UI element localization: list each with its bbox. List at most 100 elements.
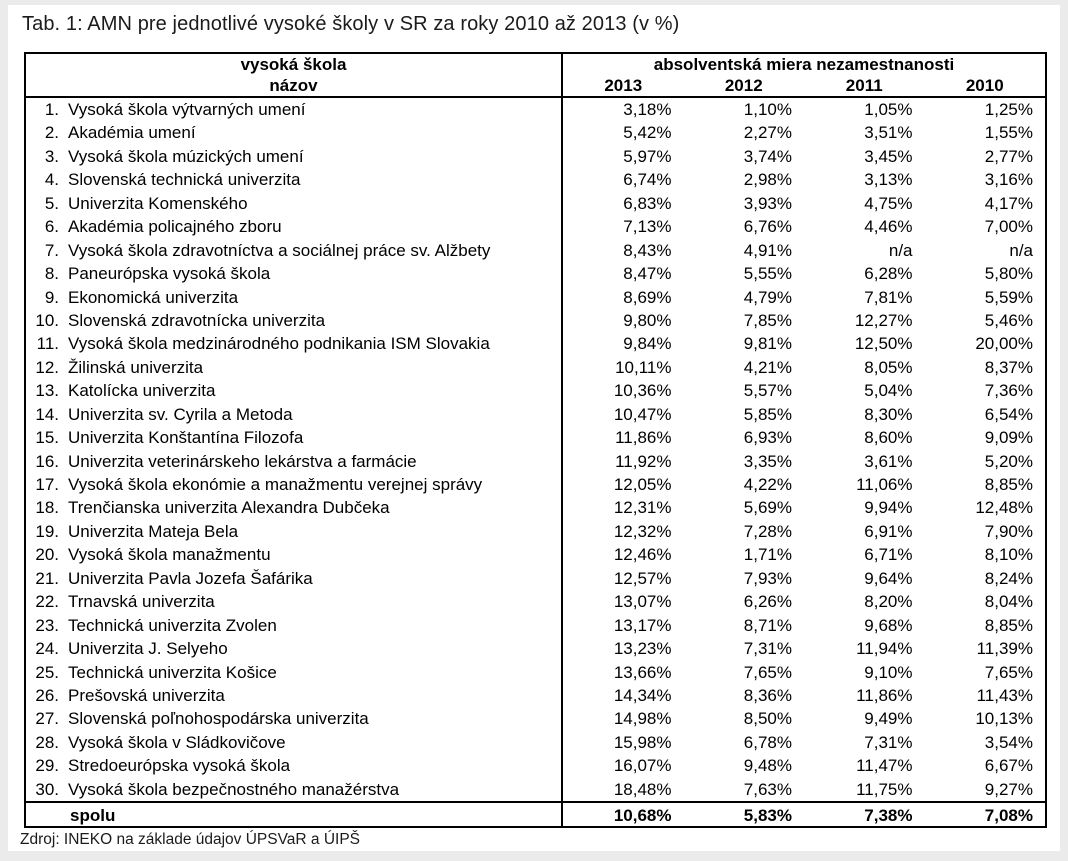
- value-cells: 8,69% 4,79% 7,81% 5,59%: [561, 285, 1045, 309]
- rate-value: 5,69%: [743, 498, 792, 518]
- rate-value: 9,68%: [864, 615, 913, 635]
- school-name-cell: 11. Vysoká škola medzinárodného podnikani…: [26, 332, 561, 355]
- rate-value: 5,85%: [743, 404, 792, 424]
- rate-value: 3,13%: [864, 170, 913, 190]
- school-name: Katolícka univerzita: [68, 381, 216, 401]
- table-body: 1. Vysoká škola výtvarných umení 3,18% 1,10…: [26, 98, 1045, 802]
- rate-value: 20,00%: [975, 334, 1033, 354]
- school-name-cell: 25. Technická univerzita Košice: [26, 661, 561, 684]
- value-cells: 15,98% 6,78% 7,31% 3,54%: [561, 730, 1045, 755]
- rate-value: 11,06%: [856, 475, 913, 494]
- value-cells: 10,47% 5,85% 8,30% 6,54%: [561, 402, 1045, 427]
- value-cells: 12,05% 4,22% 11,06% 8,85%: [561, 473, 1045, 497]
- rate-value: 8,36%: [743, 685, 792, 705]
- row-number: 14.: [35, 404, 59, 424]
- table-row: 13. Katolícka univerzita 10,36% 5,57% 5,04% 7…: [26, 379, 1045, 403]
- table-row: 9. Ekonomická univerzita 8,69% 4,79% 7,81% 5,…: [26, 285, 1045, 309]
- rate-value: 8,30%: [864, 404, 913, 424]
- table-header: vysoká škola názov absolventská miera ne…: [26, 54, 1045, 98]
- rate-value: 7,81%: [864, 287, 913, 307]
- rate-value: 12,32%: [613, 521, 672, 541]
- school-name: Slovenská technická univerzita: [68, 170, 301, 190]
- rate-value: 3,35%: [743, 451, 792, 471]
- value-cells: 11,86% 6,93% 8,60% 9,09%: [561, 426, 1045, 450]
- table-row: 10. Slovenská zdravotnícka univerzita 9,80…: [26, 308, 1045, 333]
- school-name: Univerzita J. Selyeho: [68, 639, 228, 659]
- school-name-cell: 7. Vysoká škola zdravotníctva a sociálnej…: [26, 239, 561, 262]
- rate-value: 13,23%: [613, 639, 672, 659]
- rate-value: 16,07%: [613, 756, 672, 776]
- school-name: Prešovská univerzita: [68, 685, 225, 705]
- row-number: 25.: [35, 662, 59, 682]
- school-name-cell: 17. Vysoká škola ekonómie a manažmentu ve…: [26, 473, 561, 496]
- school-name-cell: 13. Katolícka univerzita: [26, 379, 561, 402]
- rate-value: 8,05%: [864, 357, 913, 377]
- value-cells: 8,47% 5,55% 6,28% 5,80%: [561, 262, 1045, 286]
- row-number: 15.: [35, 428, 59, 448]
- rate-value: 6,76%: [743, 217, 792, 237]
- rate-value: 3,51%: [864, 123, 913, 143]
- value-cells: 13,17% 8,71% 9,68% 8,85%: [561, 613, 1045, 638]
- rate-value: 9,10%: [864, 662, 913, 682]
- rate-value: 1,71%: [743, 545, 792, 565]
- school-name: Vysoká škola medzinárodného podnikania I…: [68, 334, 490, 354]
- rate-value: 4,22%: [743, 475, 792, 494]
- rate-value: 6,93%: [743, 428, 792, 448]
- school-name-cell: 8. Paneurópska vysoká škola: [26, 262, 561, 285]
- school-name-cell: 12. Žilinská univerzita: [26, 356, 561, 379]
- data-table: vysoká škola názov absolventská miera ne…: [24, 52, 1047, 829]
- rate-value: 15,98%: [613, 732, 672, 752]
- school-name-cell: 9. Ekonomická univerzita: [26, 286, 561, 309]
- value-cells: 10,36% 5,57% 5,04% 7,36%: [561, 379, 1045, 403]
- year-header-2012: 2012: [724, 76, 763, 95]
- value-cells: 12,57% 7,93% 9,64% 8,24%: [561, 566, 1045, 591]
- school-name: Žilinská univerzita: [68, 357, 204, 377]
- row-number: 12.: [35, 357, 59, 377]
- table-row: 29. Stredoeurópska vysoká škola 16,07% 9,48…: [26, 754, 1045, 778]
- value-cells: 6,74% 2,98% 3,13% 3,16%: [561, 168, 1045, 192]
- table-row: 2. Akadémia umení 5,42% 2,27% 3,51% 1,55%: [26, 121, 1045, 145]
- rate-value: 12,50%: [854, 334, 913, 354]
- total-rate-2012: 5,83%: [743, 806, 792, 826]
- rate-value: 11,75%: [856, 779, 913, 799]
- rate-value: 9,94%: [864, 498, 913, 518]
- value-cells: 14,34% 8,36% 11,86% 11,43%: [561, 683, 1045, 708]
- rate-value: 12,27%: [854, 310, 913, 330]
- rate-value: 8,24%: [984, 568, 1033, 588]
- rate-value: 11,43%: [976, 685, 1033, 705]
- school-name: Trenčianska univerzita Alexandra Dubčeka: [68, 498, 390, 518]
- school-name: Ekonomická univerzita: [68, 287, 239, 307]
- value-cells: 9,80% 7,85% 12,27% 5,46%: [561, 308, 1045, 333]
- school-name: Vysoká škola ekonómie a manažmentu verej…: [68, 475, 483, 494]
- row-number: 4.: [44, 170, 59, 190]
- row-number: 18.: [35, 498, 59, 518]
- rate-value: 6,91%: [864, 521, 913, 541]
- table-row: 19. Univerzita Mateja Bela 12,32% 7,28% 6,91…: [26, 519, 1045, 544]
- table-row: 3. Vysoká škola múzických umení 5,97% 3,74%…: [26, 144, 1045, 169]
- rate-value: 3,93%: [743, 193, 792, 213]
- total-rate-2010: 7,08%: [984, 806, 1033, 826]
- rate-value: 11,39%: [976, 639, 1033, 659]
- table-row: 15. Univerzita Konštantína Filozofa 11,86%…: [26, 426, 1045, 450]
- rate-value: 5,59%: [984, 287, 1033, 307]
- rate-value: 7,90%: [984, 521, 1033, 541]
- school-name: Slovenská poľnohospodárska univerzita: [68, 709, 369, 729]
- row-number: 16.: [35, 451, 59, 471]
- table-row: 20. Vysoká škola manažmentu 12,46% 1,71% 6,7…: [26, 543, 1045, 567]
- value-cells: 9,84% 9,81% 12,50% 20,00%: [561, 332, 1045, 356]
- rate-value: 1,25%: [984, 100, 1033, 119]
- value-cells: 5,42% 2,27% 3,51% 1,55%: [561, 121, 1045, 145]
- table-row: 18. Trenčianska univerzita Alexandra Dubč…: [26, 496, 1045, 520]
- rate-value: 7,93%: [743, 568, 792, 588]
- rate-value: 6,26%: [743, 592, 792, 612]
- school-name-cell: 18. Trenčianska univerzita Alexandra Dubč…: [26, 496, 561, 519]
- school-name-cell: 16. Univerzita veterinárskeho lekárstva a…: [26, 450, 561, 473]
- school-name: Univerzita Komenského: [68, 193, 248, 213]
- table-row: 7. Vysoká škola zdravotníctva a sociálnej…: [26, 238, 1045, 263]
- rate-value: 1,55%: [984, 123, 1033, 143]
- row-number: 30.: [35, 779, 59, 799]
- row-number: 24.: [35, 639, 59, 659]
- rate-value: 7,36%: [984, 381, 1033, 401]
- row-number: 9.: [44, 287, 59, 307]
- value-cells: 10,11% 4,21% 8,05% 8,37%: [561, 355, 1045, 380]
